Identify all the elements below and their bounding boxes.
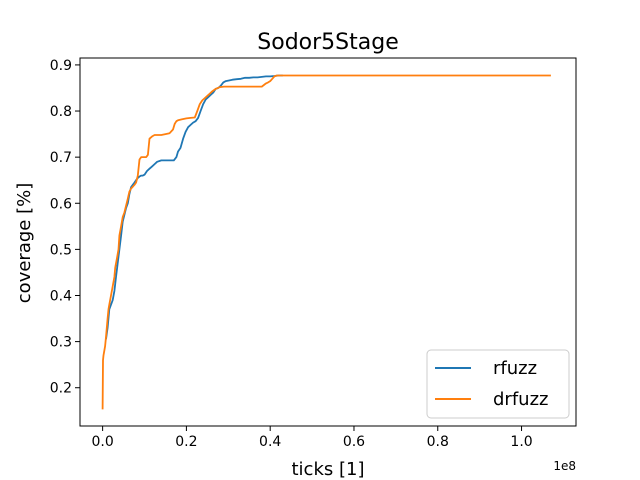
plot-area [79, 57, 577, 427]
x-tick-label: 0.8 [427, 434, 449, 450]
series-line-drfuzz [101, 74, 551, 410]
legend-label-rfuzz: rfuzz [493, 358, 537, 379]
x-tick-label: 0.0 [91, 434, 113, 450]
x-axis-title: ticks [1] [292, 459, 365, 480]
axes-frame [79, 57, 577, 427]
y-tick-label: 0.4 [50, 288, 72, 304]
y-axis: 0.2 0.3 0.4 0.5 0.6 0.7 0.8 0.9 [50, 58, 80, 397]
legend: rfuzz drfuzz [426, 349, 570, 419]
x-tick-label: 0.6 [343, 434, 365, 450]
y-tick-label: 0.5 [50, 242, 72, 258]
x-offset-label: 1e8 [553, 459, 576, 473]
y-tick-label: 0.8 [50, 104, 72, 120]
y-axis-title: coverage [%] [14, 183, 35, 303]
chart-title: Sodor5Stage [257, 30, 398, 55]
x-tick-label: 0.2 [175, 434, 197, 450]
y-tick-label: 0.2 [50, 381, 72, 397]
y-tick-label: 0.6 [50, 196, 72, 212]
x-tick-label: 0.4 [259, 434, 281, 450]
x-tick-label: 1.0 [510, 434, 532, 450]
x-axis: 0.0 0.2 0.4 0.6 0.8 1.0 [91, 426, 533, 450]
y-tick-label: 0.7 [50, 150, 72, 166]
legend-label-drfuzz: drfuzz [493, 389, 548, 410]
y-tick-label: 0.9 [50, 58, 72, 74]
y-tick-label: 0.3 [50, 335, 72, 351]
